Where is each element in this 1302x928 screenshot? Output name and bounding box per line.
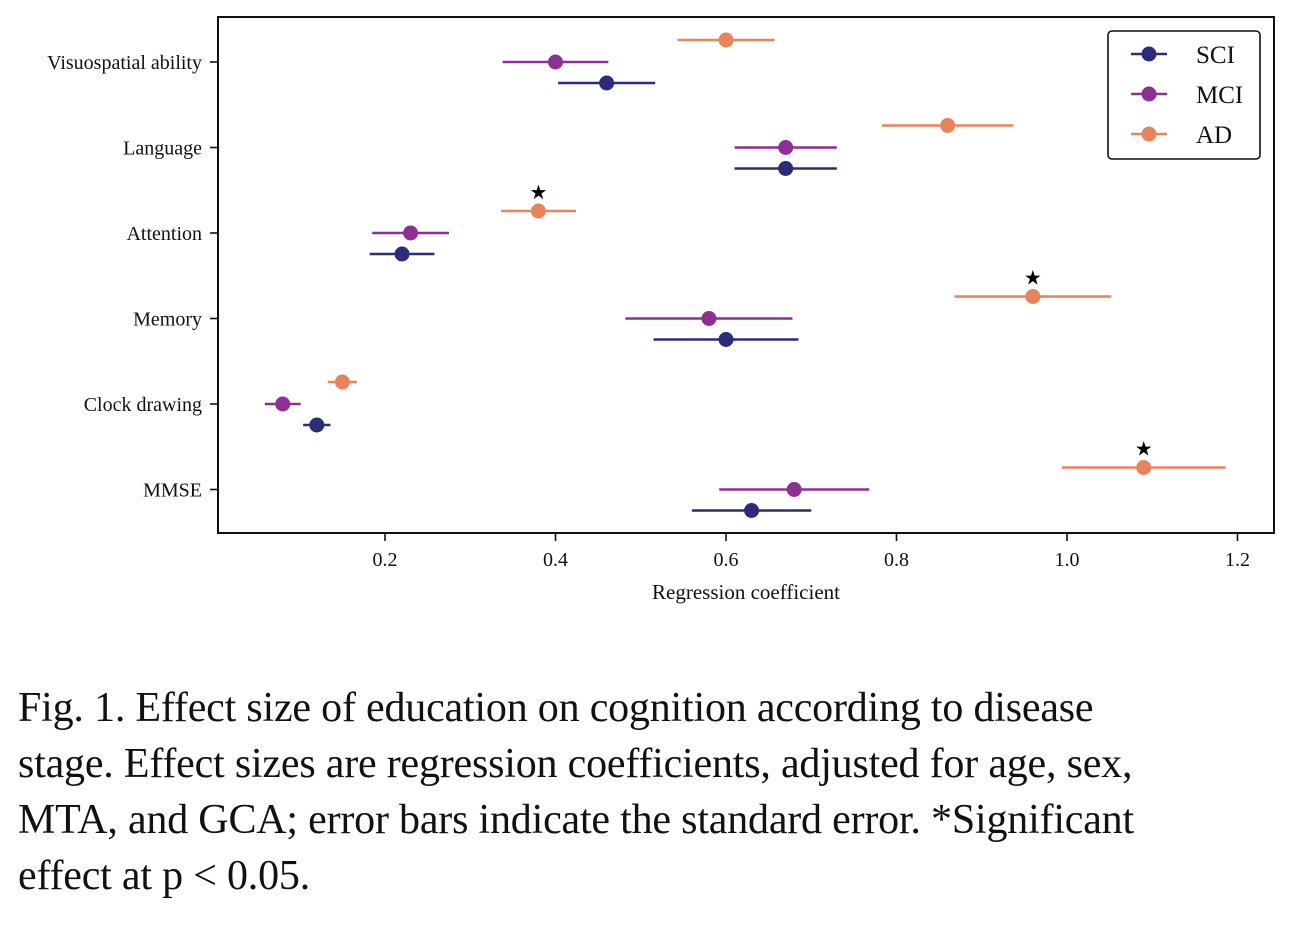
legend-box <box>1107 30 1261 160</box>
point-marker <box>548 54 563 70</box>
point-marker <box>599 75 615 91</box>
point-marker <box>309 417 325 433</box>
data-point-ad <box>677 32 775 48</box>
significance-star: ★ <box>1024 268 1042 290</box>
legend-swatch-marker <box>1141 46 1157 62</box>
data-point-mci <box>719 482 870 497</box>
data-point-mci <box>734 140 837 155</box>
point-marker <box>778 161 794 176</box>
data-point-ad <box>882 118 1014 133</box>
legend-item-ad: AD <box>1131 122 1232 149</box>
y-category-label: Memory <box>133 309 202 331</box>
data-point-mci <box>502 54 609 70</box>
point-marker <box>718 332 734 347</box>
data-point-sci <box>691 503 812 518</box>
significance-star: ★ <box>1135 439 1153 461</box>
caption-line: effect at p < 0.05. <box>18 853 311 899</box>
y-category-label: Attention <box>126 223 202 245</box>
point-marker <box>701 311 717 326</box>
x-tick-label: 0.2 <box>373 549 398 571</box>
legend-label: SCI <box>1196 42 1235 69</box>
x-tick-label: 0.4 <box>543 549 568 571</box>
point-marker <box>394 246 410 262</box>
point-marker <box>786 482 802 497</box>
data-point-ad: ★ <box>954 268 1112 304</box>
point-marker <box>334 374 350 390</box>
point-marker <box>1136 460 1152 475</box>
point-marker <box>778 140 794 155</box>
data-point-sci <box>558 75 656 91</box>
x-tick-label: 0.8 <box>884 549 909 571</box>
data-point-ad: ★ <box>500 182 576 219</box>
y-category-label: MMSE <box>143 480 202 502</box>
point-marker <box>718 32 734 48</box>
data-point-sci <box>653 332 799 347</box>
data-point-sci <box>303 417 331 433</box>
x-tick-label: 0.6 <box>714 549 739 571</box>
point-marker <box>940 118 956 133</box>
caption-line: stage. Effect sizes are regression coeff… <box>18 741 1133 787</box>
point-marker <box>744 503 760 518</box>
significance-star: ★ <box>529 182 547 204</box>
figure-caption: Fig. 1. Effect size of education on cogn… <box>18 680 1288 904</box>
point-marker <box>403 225 419 241</box>
plot-frame <box>217 16 1275 534</box>
legend-label: MCI <box>1196 82 1243 109</box>
legend-swatch-marker <box>1141 126 1157 142</box>
forest-plot: ★ ★ ★ 0.2 0.4 0.6 0.8 1.0 1.2 Visuospatial abili… <box>47 16 1275 604</box>
data-point-ad: ★ <box>1061 439 1226 475</box>
legend-swatch-marker <box>1141 86 1157 102</box>
y-category-label: Language <box>123 138 202 160</box>
data-point-sci <box>369 246 435 262</box>
point-marker <box>1025 289 1041 304</box>
caption-line: MTA, and GCA; error bars indicate the st… <box>18 797 1134 843</box>
data-point-mci <box>625 311 793 326</box>
legend-item-sci: SCI <box>1131 42 1235 69</box>
legend-item-mci: MCI <box>1131 82 1243 109</box>
point-marker <box>275 396 291 412</box>
data-point-ad <box>327 374 357 390</box>
legend: SCI MCI AD <box>1107 30 1261 160</box>
point-marker <box>530 203 546 219</box>
data-point-mci <box>264 396 301 412</box>
y-category-label: Clock drawing <box>84 394 202 416</box>
x-tick-label: 1.0 <box>1055 549 1080 571</box>
data-point-sci <box>734 161 837 176</box>
x-tick-label: 1.2 <box>1225 549 1250 571</box>
caption-line: Fig. 1. Effect size of education on cogn… <box>18 685 1094 731</box>
x-axis-label: Regression coefficient <box>652 580 840 604</box>
y-category-label: Visuospatial ability <box>47 52 202 74</box>
legend-label: AD <box>1196 122 1232 149</box>
data-point-mci <box>372 225 449 241</box>
